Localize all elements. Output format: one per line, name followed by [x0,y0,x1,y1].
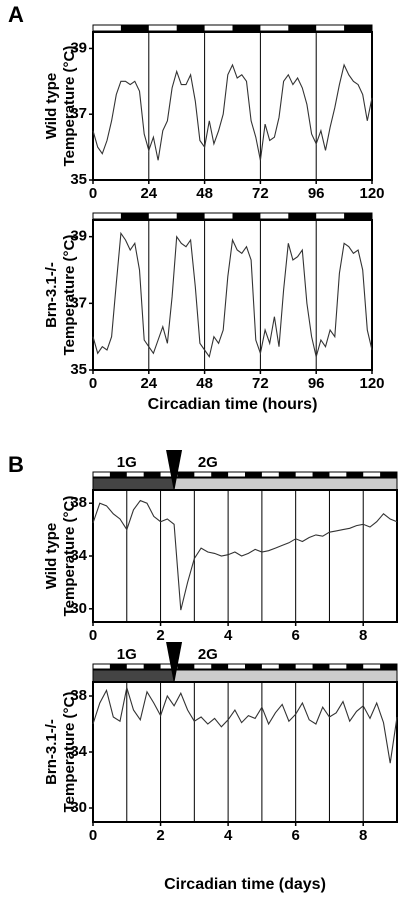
x-tick-label: 48 [196,185,213,202]
x-tick-label: 96 [308,185,325,202]
dark-period [245,664,262,669]
phase-label: 1G [117,454,137,471]
dark-period [346,472,364,477]
x-tick-label: 4 [224,827,233,844]
dark-period [312,664,330,669]
x-tick-label: 24 [140,375,157,392]
temperature-line [92,499,398,611]
x-tick-label: 24 [140,185,157,202]
y-tick-label: 35 [70,171,87,188]
dark-period [109,472,127,477]
gravity-phase [92,477,175,491]
plot-frame [92,31,373,181]
x-tick-label: 96 [308,375,325,392]
dark-period [176,25,205,31]
dark-period [380,664,397,669]
transfer-arrow [166,642,183,684]
dark-period [143,664,161,669]
x-tick-label: 0 [89,827,97,844]
x-tick-label: 2 [156,827,164,844]
y-axis-label: Wild type [43,73,60,140]
temperature-line [92,687,398,764]
dark-period [346,664,364,669]
temperature-line [92,63,373,161]
y-tick-label: 37 [70,105,87,122]
x-tick-label: 6 [291,627,299,644]
plot-frame [92,681,398,823]
temperature-line [92,231,373,359]
y-axis-label: Temperature (°C) [61,692,78,813]
dark-period [176,213,205,219]
dark-period [380,472,397,477]
x-axis-label: Circadian time (hours) [148,396,318,413]
y-tick-label: 34 [70,743,87,760]
x-tick-label: 0 [89,375,97,392]
x-tick-label: 72 [252,185,269,202]
gravity-phase [173,477,398,491]
dark-period [245,472,262,477]
dark-period [278,472,296,477]
x-tick-label: 120 [359,375,384,392]
y-tick-label: 35 [70,361,87,378]
panel-label: B [8,452,24,477]
transfer-arrow [166,450,183,492]
dark-period [278,664,296,669]
y-axis-label: Temperature (°C) [61,235,78,356]
x-tick-label: 48 [196,375,213,392]
x-tick-label: 2 [156,627,164,644]
dark-period [211,472,229,477]
y-tick-label: 38 [70,687,87,704]
x-tick-label: 4 [224,627,233,644]
dark-period [288,213,317,219]
dark-period [211,664,229,669]
y-axis-label: Brn-3.1-/- [43,262,60,328]
y-tick-label: 30 [70,600,87,617]
x-tick-label: 6 [291,827,299,844]
dark-period [120,25,149,31]
y-tick-label: 39 [70,228,87,245]
dark-period [177,664,195,669]
phase-label: 2G [198,646,218,663]
x-axis-label: Circadian time (days) [164,876,326,893]
x-tick-label: 0 [89,185,97,202]
y-tick-label: 38 [70,494,87,511]
dark-period [177,472,195,477]
dark-period [120,213,149,219]
y-axis-label: Temperature (°C) [61,46,78,167]
x-tick-label: 8 [359,627,367,644]
x-tick-label: 8 [359,827,367,844]
dark-period [344,213,372,219]
dark-period [312,472,330,477]
dark-period [109,664,127,669]
plot-frame [92,489,398,623]
panel-label: A [8,2,24,27]
phase-label: 2G [198,454,218,471]
x-tick-label: 120 [359,185,384,202]
y-tick-label: 30 [70,799,87,816]
phase-label: 1G [117,646,137,663]
y-axis-label: Wild type [43,523,60,590]
gravity-phase [92,669,175,683]
y-tick-label: 37 [70,294,87,311]
dark-period [232,213,261,219]
y-tick-label: 34 [70,547,87,564]
y-tick-label: 39 [70,39,87,56]
gravity-phase [173,669,398,683]
x-tick-label: 72 [252,375,269,392]
x-tick-label: 0 [89,627,97,644]
y-axis-label: Brn-3.1-/- [43,719,60,785]
dark-period [232,25,261,31]
dark-period [288,25,317,31]
dark-period [344,25,372,31]
dark-period [143,472,161,477]
y-axis-label: Temperature (°C) [61,496,78,617]
